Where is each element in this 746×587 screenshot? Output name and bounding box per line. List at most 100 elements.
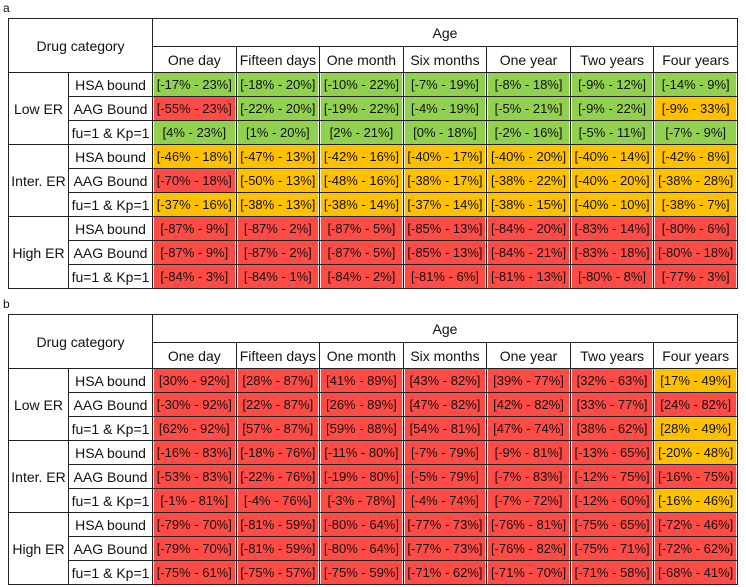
row-label: HSA bound: [68, 368, 153, 393]
row-group-label: Inter. ER: [8, 144, 69, 217]
column-header-four-years: Four years: [653, 342, 738, 369]
value-cell: [-75% - 61%]: [152, 560, 237, 585]
value-cell: [-50% - 13%]: [235, 168, 321, 193]
value-cell: [-1% - 81%]: [152, 488, 237, 513]
table-a-body: Low ER HSA bound [-17% - 23%] [-18% - 20%][…: [8, 72, 738, 289]
value-cell: [-40% - 17%]: [402, 144, 488, 169]
value-cell: [-8% - 18%]: [486, 72, 571, 97]
value-cell: [-84% - 21%]: [486, 240, 571, 265]
table-panel-b: Drug category Age One day Fifteen days O…: [8, 314, 738, 585]
value-cell: [17% - 49%]: [653, 368, 738, 393]
value-cell: [-12% - 75%]: [569, 464, 655, 489]
value-cell: [-71% - 62%]: [402, 560, 488, 585]
age-header: Age: [152, 314, 738, 343]
column-header-six-months: Six months: [402, 342, 488, 369]
value-cell: [-77% - 3%]: [653, 264, 738, 289]
value-cell: [0% - 18%]: [402, 120, 488, 145]
value-cell: [-19% - 22%]: [319, 96, 404, 121]
value-cell: [-87% - 9%]: [152, 240, 237, 265]
column-header-row: One day Fifteen days One month Six month…: [9, 46, 738, 73]
row-label: AAG Bound: [68, 536, 153, 561]
value-cell: [-9% - 12%]: [569, 72, 655, 97]
header-row: Drug category Age: [8, 314, 738, 369]
value-cell: [-79% - 70%]: [152, 512, 237, 537]
value-cell: [47% - 74%]: [486, 416, 571, 441]
row-label: fu=1 & Kp=1: [68, 560, 153, 585]
row-group-label: Low ER: [8, 368, 69, 441]
value-cell: [-53% - 83%]: [152, 464, 237, 489]
value-cell: [-4% - 74%]: [402, 488, 488, 513]
table-row: fu=1 & Kp=1 [-1% - 81%] [-4% - 76%] [-3% - …: [9, 488, 738, 513]
value-cell: [-87% - 2%]: [235, 216, 321, 241]
table-row: fu=1 & Kp=1 [-84% - 3%] [-84% - 1%] [-84% -…: [9, 264, 738, 289]
column-header-row: One day Fifteen days One month Six month…: [9, 342, 738, 369]
value-cell: [-9% - 81%]: [486, 440, 571, 465]
column-header-one-year: One year: [486, 342, 571, 369]
table-row: AAG Bound [-53% - 83%] [-22% - 76%] [-19% -…: [9, 464, 738, 489]
row-group-label: Low ER: [8, 72, 69, 145]
value-cell: [-46% - 18%]: [152, 144, 237, 169]
column-header-one-day: One day: [152, 342, 237, 369]
value-cell: [28% - 49%]: [653, 416, 738, 441]
row-label: HSA bound: [68, 512, 153, 537]
value-cell: [-75% - 71%]: [569, 536, 655, 561]
table-row: fu=1 & Kp=1 [-37% - 16%] [-38% - 13%] [-38%…: [9, 192, 738, 217]
value-cell: [-85% - 13%]: [402, 216, 488, 241]
column-header-two-years: Two years: [569, 342, 655, 369]
value-cell: [-75% - 59%]: [319, 560, 404, 585]
table-b-header: Drug category Age One day Fifteen days O…: [8, 314, 738, 369]
column-header-six-months: Six months: [402, 46, 488, 73]
value-cell: [-38% - 17%]: [402, 168, 488, 193]
value-cell: [28% - 87%]: [235, 368, 321, 393]
value-cell: [-80% - 18%]: [653, 240, 738, 265]
value-cell: [43% - 82%]: [402, 368, 488, 393]
value-cell: [-7% - 83%]: [486, 464, 571, 489]
value-cell: [-16% - 83%]: [152, 440, 237, 465]
value-cell: [-87% - 5%]: [319, 216, 404, 241]
value-cell: [47% - 82%]: [402, 392, 488, 417]
value-cell: [-47% - 13%]: [235, 144, 321, 169]
value-cell: [-40% - 20%]: [569, 168, 655, 193]
value-cell: [-87% - 5%]: [319, 240, 404, 265]
value-cell: [-84% - 3%]: [152, 264, 237, 289]
row-label: HSA bound: [68, 440, 153, 465]
value-cell: [-16% - 75%]: [653, 464, 738, 489]
value-cell: [-38% - 28%]: [653, 168, 738, 193]
value-cell: [-7% - 72%]: [486, 488, 571, 513]
drug-category-header: Drug category: [8, 314, 153, 369]
row-label: HSA bound: [68, 216, 153, 241]
age-header: Age: [152, 18, 738, 47]
row-label: fu=1 & Kp=1: [68, 192, 153, 217]
value-cell: [59% - 88%]: [319, 416, 404, 441]
value-cell: [-75% - 57%]: [235, 560, 321, 585]
table-row: High ER HSA bound [-87% - 9%] [-87% - 2%] [-…: [8, 216, 738, 289]
table-row: Inter. ER HSA bound [-16% - 83%] [-18% - 76…: [8, 440, 738, 513]
value-cell: [-5% - 79%]: [402, 464, 488, 489]
value-cell: [41% - 89%]: [319, 368, 404, 393]
value-cell: [-19% - 80%]: [319, 464, 404, 489]
table-row: fu=1 & Kp=1 [62% - 92%] [57% - 87%] [59% - …: [9, 416, 738, 441]
value-cell: [-68% - 41%]: [653, 560, 738, 585]
row-label: AAG Bound: [68, 464, 153, 489]
value-cell: [-38% - 7%]: [653, 192, 738, 217]
column-header-one-month: One month: [319, 46, 404, 73]
column-header-four-years: Four years: [653, 46, 738, 73]
table-row: AAG Bound [-87% - 9%] [-87% - 2%] [-87% - 5…: [9, 240, 738, 265]
value-cell: [-40% - 14%]: [569, 144, 655, 169]
value-cell: [-85% - 13%]: [402, 240, 488, 265]
value-cell: [-9% - 22%]: [569, 96, 655, 121]
drug-category-header: Drug category: [8, 18, 153, 73]
value-cell: [-81% - 59%]: [235, 536, 321, 561]
row-group-label: High ER: [8, 512, 69, 585]
value-cell: [-42% - 8%]: [653, 144, 738, 169]
value-cell: [32% - 63%]: [569, 368, 655, 393]
value-cell: [-22% - 20%]: [235, 96, 321, 121]
column-header-fifteen-days: Fifteen days: [235, 342, 321, 369]
value-cell: [-5% - 11%]: [569, 120, 655, 145]
column-header-one-day: One day: [152, 46, 237, 73]
value-cell: [-30% - 92%]: [152, 392, 237, 417]
value-cell: [-2% - 16%]: [486, 120, 571, 145]
header-row: Drug category Age: [8, 18, 738, 73]
value-cell: [-10% - 22%]: [319, 72, 404, 97]
